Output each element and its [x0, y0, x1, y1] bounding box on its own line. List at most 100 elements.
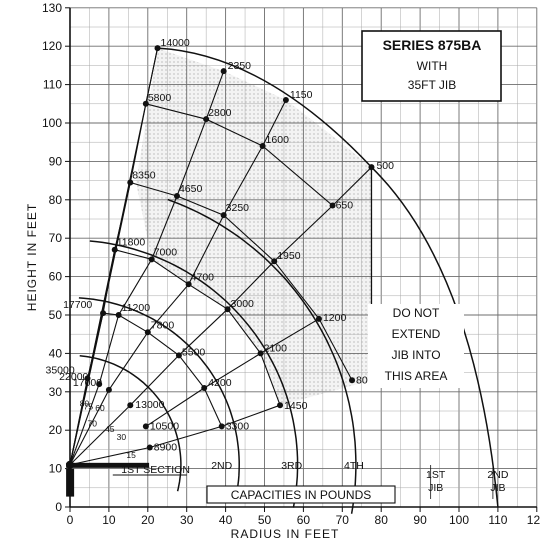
capacity-point-27 — [105, 386, 112, 393]
capacity-label-24: 1450 — [284, 400, 308, 412]
capacity-label-29: 10500 — [150, 420, 179, 432]
y-axis-title: HEIGHT IN FEET — [25, 203, 39, 311]
note-line-3: JIB INTO — [391, 348, 440, 362]
y-tick-label-80: 80 — [49, 193, 63, 207]
boom-arc-2nd-section — [78, 297, 240, 500]
capacity-point-2 — [282, 96, 289, 103]
capacity-line — [114, 249, 281, 406]
note-line-4: THIS AREA — [385, 369, 448, 383]
capacity-point-layer: 14000 2350 1150 500 5800 2800 1600 650 8350 4650 3… — [46, 37, 394, 497]
boom-angle-ray — [69, 404, 131, 466]
capacity-point-25 — [84, 375, 91, 382]
y-tick-label-10: 10 — [49, 462, 63, 476]
capacity-point-22 — [175, 352, 182, 359]
boom-angle-label-45: 45 — [105, 424, 115, 434]
y-tick-label-40: 40 — [49, 346, 63, 360]
x-axis-title: RADIUS IN FEET — [231, 527, 340, 541]
note-line-1: DO NOT — [393, 306, 440, 320]
y-tick-label-50: 50 — [49, 308, 63, 322]
capacity-label-28: 13000 — [135, 399, 164, 411]
capacity-point-17 — [257, 350, 264, 357]
jib-label-line2-1: JIB — [490, 482, 505, 494]
boom-arc-layer — [78, 47, 499, 514]
capacity-label-17: 2100 — [264, 342, 288, 354]
capacity-line — [129, 166, 372, 406]
capacity-point-15 — [185, 281, 192, 288]
y-tick-label-20: 20 — [49, 423, 63, 437]
capacity-point-20 — [115, 312, 122, 318]
capacity-line — [108, 99, 287, 391]
x-tick-label-70: 70 — [336, 513, 350, 527]
capacity-caption: CAPACITIES IN POUNDS — [206, 485, 396, 504]
capacity-point-10 — [220, 212, 227, 219]
capacity-label-22: 5500 — [182, 346, 206, 358]
capacity-point-28 — [127, 402, 134, 409]
capacity-line — [86, 47, 159, 379]
x-tick-label-110: 110 — [488, 513, 507, 527]
grid-layer — [69, 7, 538, 508]
jib-reach-arc — [157, 47, 373, 168]
capacity-label-20: 11200 — [122, 302, 151, 314]
capacity-point-31 — [146, 444, 153, 451]
title-line-1: SERIES 875BA — [383, 37, 482, 53]
section-label-0: 1ST SECTION — [121, 464, 190, 476]
capacity-label-4: 5800 — [148, 92, 172, 104]
capacity-label-0: 14000 — [161, 37, 190, 49]
capacity-label-19: 17700 — [63, 299, 92, 311]
note-line-2: EXTEND — [392, 327, 441, 341]
capacity-point-16 — [224, 306, 231, 313]
y-tick-label-130: 130 — [42, 1, 62, 15]
capacity-label-30: 3300 — [226, 420, 250, 432]
x-tick-label-100: 100 — [449, 513, 469, 527]
capacity-label-25: 35000 — [46, 364, 75, 376]
x-tick-label-80: 80 — [375, 513, 389, 527]
x-tick-label-60: 60 — [297, 513, 311, 527]
x-tick-label-0: 0 — [67, 513, 74, 527]
capacity-point-11 — [271, 258, 278, 265]
section-label-1: 2ND — [211, 460, 232, 472]
boom-arc-4th-section — [167, 198, 357, 514]
boom-angle-label-30: 30 — [117, 432, 127, 442]
crane-base — [66, 462, 150, 468]
capacity-label-3: 500 — [376, 160, 394, 172]
boom-angle-label-15: 15 — [126, 450, 136, 460]
axis-layer: 0102030405060708090100110120010203040506… — [42, 1, 540, 527]
capacity-line — [145, 318, 320, 427]
capacity-point-7 — [329, 202, 336, 209]
capacity-point-24 — [277, 402, 284, 409]
capacity-point-5 — [203, 116, 210, 123]
section-label-3: 4TH — [344, 460, 364, 472]
no-extend-note: DO NOT EXTEND JIB INTO THIS AREA — [368, 304, 464, 388]
x-tick-label-50: 50 — [258, 513, 272, 527]
capacity-label-15: 4700 — [191, 271, 215, 283]
boom-angle-ray — [69, 378, 89, 465]
capacity-label-7: 650 — [336, 200, 354, 212]
y-tick-label-110: 110 — [43, 78, 62, 92]
capacity-point-6 — [259, 143, 266, 150]
capacity-label-12: 1200 — [323, 312, 347, 324]
y-tick-label-0: 0 — [55, 500, 62, 514]
title-box: SERIES 875BA WITH 35FT JIB — [361, 30, 502, 102]
x-tick-label-90: 90 — [413, 513, 427, 527]
capacity-label-23: 4200 — [208, 377, 232, 389]
capacity-point-9 — [173, 192, 180, 199]
capacity-point-3 — [368, 164, 375, 171]
capacity-point-18 — [349, 377, 356, 384]
capacity-label-5: 2800 — [208, 107, 232, 119]
jib-label-line1-0: 1ST — [426, 469, 446, 481]
boom-angle-ray — [69, 389, 110, 466]
capacity-label-27: 17000 — [73, 377, 102, 389]
capacity-label-1: 2350 — [228, 60, 252, 72]
capacity-point-23 — [201, 384, 208, 391]
capacity-label-13: 11800 — [117, 237, 146, 249]
capacity-point-8 — [127, 179, 134, 186]
capacity-point-26 — [96, 381, 103, 388]
boom-angle-label-80: 80 — [80, 398, 90, 408]
boom-angle-label-70: 70 — [88, 418, 98, 428]
capacity-point-0 — [154, 45, 161, 52]
capacity-point-21 — [144, 329, 151, 336]
capacity-label-14: 7000 — [154, 246, 178, 258]
